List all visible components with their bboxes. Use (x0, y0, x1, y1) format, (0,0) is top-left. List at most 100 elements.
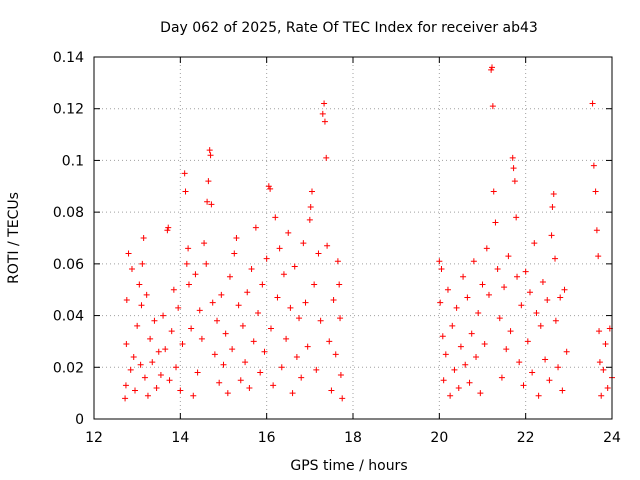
data-point (503, 346, 510, 353)
data-point (524, 338, 531, 345)
data-point (188, 325, 195, 332)
data-point (182, 188, 189, 195)
x-tick-label: 22 (517, 430, 535, 446)
data-point (468, 330, 475, 337)
data-point (483, 245, 490, 252)
data-point (214, 317, 221, 324)
data-point (339, 395, 346, 402)
data-point (272, 214, 279, 221)
data-point (207, 152, 214, 159)
data-point (510, 165, 517, 172)
data-point (218, 291, 225, 298)
data-point (235, 302, 242, 309)
data-point (141, 374, 148, 381)
data-point (244, 289, 251, 296)
data-point (194, 369, 201, 376)
data-point (179, 341, 186, 348)
data-point (550, 191, 557, 198)
data-point (557, 294, 564, 301)
data-point (160, 312, 167, 319)
data-point (261, 348, 268, 355)
data-point (444, 286, 451, 293)
data-point (128, 266, 135, 273)
y-tick-label: 0.04 (53, 309, 84, 325)
data-point (529, 369, 536, 376)
data-point (494, 266, 501, 273)
data-point (231, 250, 238, 257)
data-point (216, 379, 223, 386)
data-point (263, 255, 270, 262)
data-point (242, 359, 249, 366)
chart-title: Day 062 of 2025, Rate Of TEC Index for r… (160, 20, 538, 36)
data-point (337, 372, 344, 379)
y-tick-label: 0.06 (53, 257, 84, 273)
data-point (539, 278, 546, 285)
data-point (132, 387, 139, 394)
data-point (537, 322, 544, 329)
y-tick-label: 0.12 (53, 102, 84, 118)
y-axis-label: ROTI / TECUs (6, 192, 22, 284)
data-point (330, 297, 337, 304)
data-point (248, 266, 255, 273)
y-tick-label: 0.08 (53, 205, 84, 221)
data-point (498, 374, 505, 381)
data-point (595, 253, 602, 260)
data-point (165, 224, 172, 231)
x-tick-label: 24 (603, 430, 621, 446)
data-point (164, 227, 171, 234)
data-point (190, 392, 197, 399)
data-point (139, 260, 146, 267)
data-point (140, 235, 147, 241)
data-point (157, 372, 164, 379)
data-point (436, 258, 443, 265)
data-point (300, 240, 307, 247)
data-point (204, 198, 211, 205)
data-point (170, 286, 177, 293)
data-point (492, 219, 499, 226)
data-point (337, 315, 344, 322)
data-point (149, 359, 156, 366)
data-point (136, 281, 143, 288)
data-point (306, 216, 313, 223)
data-point (604, 384, 611, 391)
data-point (437, 299, 444, 306)
data-point (198, 335, 205, 342)
data-point (183, 260, 190, 267)
data-point (548, 232, 555, 239)
data-point (600, 366, 607, 373)
data-point (485, 291, 492, 298)
data-point (438, 266, 445, 273)
data-point (439, 333, 446, 340)
data-point (514, 273, 521, 280)
data-point (602, 341, 609, 348)
data-point (462, 361, 469, 368)
data-point (276, 245, 283, 252)
data-point (552, 255, 559, 262)
data-point (138, 302, 145, 309)
data-point (449, 322, 456, 329)
data-point (475, 309, 482, 316)
data-point (481, 341, 488, 348)
data-point (518, 302, 525, 309)
data-point (265, 183, 272, 190)
y-tick-label: 0 (75, 412, 84, 428)
data-point (226, 273, 233, 280)
data-point (315, 250, 322, 257)
data-point (334, 258, 341, 265)
data-point (440, 377, 447, 384)
data-point (477, 390, 484, 397)
data-point (460, 273, 467, 280)
data-point (206, 147, 213, 154)
data-point (304, 343, 311, 350)
data-point (153, 384, 160, 391)
data-point (544, 297, 551, 304)
data-point (466, 379, 473, 386)
data-point (278, 364, 285, 371)
data-point (470, 258, 477, 265)
data-point (442, 351, 449, 358)
data-point (323, 154, 330, 161)
x-tick-label: 14 (171, 430, 189, 446)
data-point (289, 390, 296, 397)
x-tick-label: 12 (85, 430, 103, 446)
